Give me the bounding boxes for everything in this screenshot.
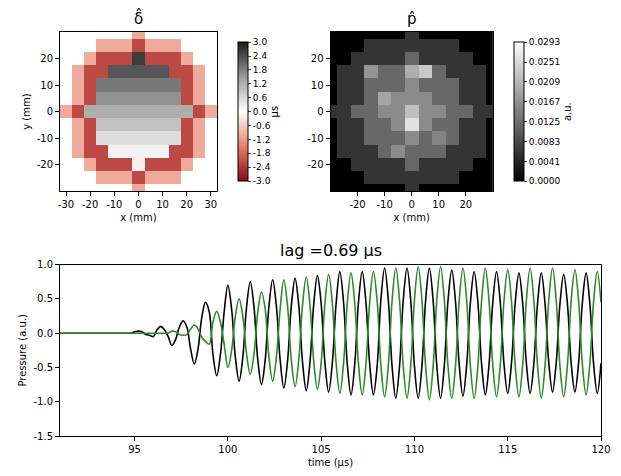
svg-text:10: 10 (432, 199, 445, 210)
svg-text:-30: -30 (58, 199, 74, 210)
svg-text:0.0125: 0.0125 (529, 117, 561, 127)
svg-text:lag =0.69 μs: lag =0.69 μs (280, 241, 382, 260)
svg-text:-2.4: -2.4 (253, 162, 271, 172)
svg-text:1.2: 1.2 (253, 79, 267, 89)
svg-text:0.0: 0.0 (37, 328, 53, 339)
svg-text:120: 120 (591, 444, 610, 455)
svg-text:0.5: 0.5 (37, 293, 53, 304)
svg-text:-20: -20 (349, 199, 365, 210)
svg-text:20: 20 (40, 53, 53, 64)
svg-text:x (mm): x (mm) (120, 212, 156, 223)
svg-text:-20: -20 (37, 159, 53, 170)
svg-text:1.0: 1.0 (37, 259, 53, 270)
svg-text:-0.6: -0.6 (253, 121, 271, 131)
svg-text:μs: μs (269, 106, 280, 118)
svg-text:a.u.: a.u. (562, 102, 573, 121)
svg-text:20: 20 (180, 199, 193, 210)
svg-text:10: 10 (311, 80, 324, 91)
svg-text:p̂: p̂ (407, 10, 417, 28)
svg-text:0.0167: 0.0167 (529, 97, 561, 107)
svg-text:-1.5: -1.5 (33, 431, 53, 442)
svg-text:0.0: 0.0 (253, 107, 268, 117)
svg-text:0.0000: 0.0000 (529, 176, 561, 186)
svg-text:-1.8: -1.8 (253, 148, 271, 158)
svg-text:0.0209: 0.0209 (529, 77, 561, 87)
svg-text:0: 0 (408, 199, 414, 210)
svg-text:110: 110 (405, 444, 424, 455)
svg-text:-1.2: -1.2 (253, 135, 271, 145)
svg-text:-20: -20 (82, 199, 98, 210)
svg-text:0.6: 0.6 (253, 93, 268, 103)
svg-text:95: 95 (128, 444, 141, 455)
svg-text:10: 10 (156, 199, 169, 210)
svg-text:-10: -10 (376, 199, 392, 210)
svg-text:δ̂: δ̂ (134, 8, 143, 28)
svg-text:0.0251: 0.0251 (529, 57, 561, 67)
svg-text:Pressure (a.u.): Pressure (a.u.) (17, 314, 28, 387)
svg-text:y (mm): y (mm) (21, 93, 32, 129)
svg-text:-3.0: -3.0 (253, 176, 271, 186)
svg-text:2.4: 2.4 (253, 51, 268, 61)
svg-text:time (μs): time (μs) (308, 457, 353, 468)
svg-text:20: 20 (459, 199, 472, 210)
svg-text:0: 0 (47, 106, 53, 117)
svg-text:100: 100 (218, 444, 237, 455)
svg-text:0.0083: 0.0083 (529, 137, 561, 147)
svg-text:0.0041: 0.0041 (529, 157, 561, 167)
svg-text:-1.0: -1.0 (33, 396, 53, 407)
svg-text:-20: -20 (307, 159, 323, 170)
svg-text:10: 10 (40, 80, 53, 91)
svg-text:-0.5: -0.5 (33, 362, 53, 373)
svg-text:0: 0 (317, 106, 323, 117)
svg-text:-10: -10 (106, 199, 122, 210)
svg-text:0: 0 (135, 199, 141, 210)
svg-text:105: 105 (312, 444, 331, 455)
svg-text:1.8: 1.8 (253, 65, 268, 75)
svg-text:115: 115 (498, 444, 517, 455)
svg-text:-10: -10 (307, 133, 323, 144)
svg-text:x (mm): x (mm) (393, 212, 429, 223)
svg-text:20: 20 (311, 53, 324, 64)
svg-text:30: 30 (204, 199, 217, 210)
svg-text:3.0: 3.0 (253, 37, 268, 47)
svg-text:0.0293: 0.0293 (529, 37, 561, 47)
svg-text:-10: -10 (37, 133, 53, 144)
